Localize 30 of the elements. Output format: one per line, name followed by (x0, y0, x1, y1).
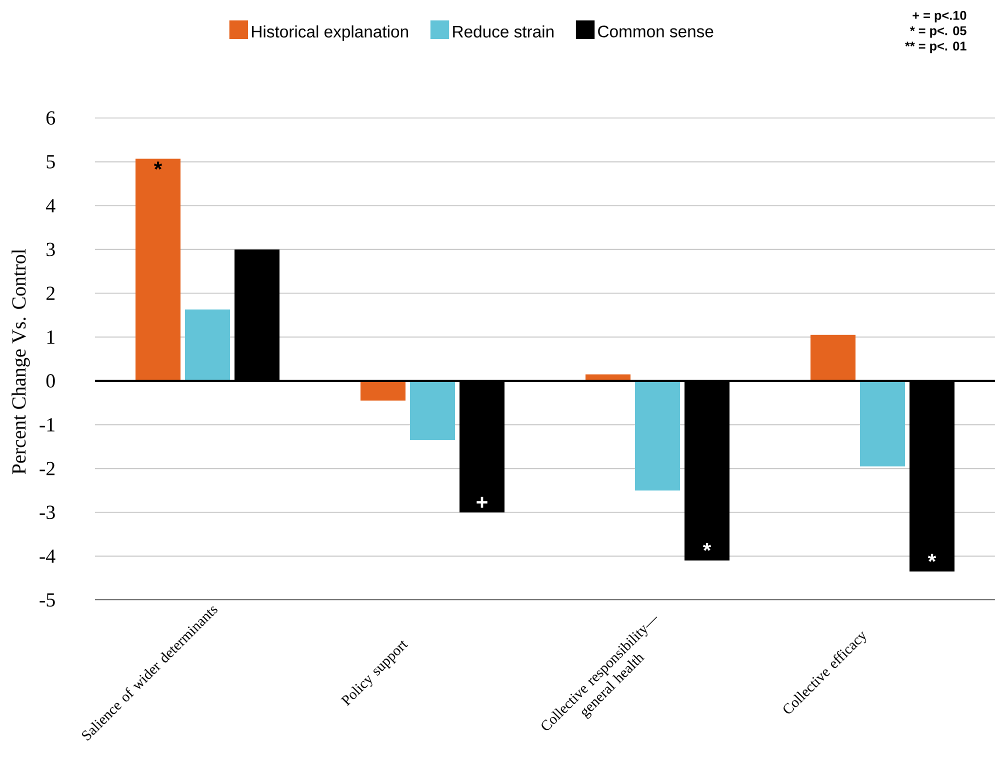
y-tick-label: -3 (40, 506, 55, 520)
legend-label: Historical explanation (252, 25, 408, 41)
legend-label: Common sense (598, 26, 714, 38)
data-label: * (154, 162, 162, 170)
y-tick-label: 2 (46, 286, 55, 300)
legend-label: Reduce strain (453, 25, 554, 38)
bar (360, 380, 406, 401)
y-tick-label: 4 (46, 199, 56, 212)
y-tick-label: 3 (46, 242, 55, 256)
y-tick-label: -1 (40, 418, 54, 432)
y-tick-label: 0 (46, 374, 55, 388)
bar (185, 309, 230, 381)
bar (635, 380, 680, 490)
text: * = p<. 05 (910, 26, 966, 38)
text: + = p<.10 (912, 10, 966, 22)
bar (810, 334, 856, 381)
y-tick-label: 6 (46, 111, 56, 125)
y-tick-label: 5 (46, 155, 55, 168)
y-tick-label: -4 (40, 550, 56, 563)
y-axis-title: Percent Change Vs. Control (12, 249, 30, 474)
text: ** = p<. 01 (905, 42, 966, 54)
data-label: * (702, 542, 712, 551)
y-tick-label: -5 (40, 593, 55, 607)
bar (410, 380, 456, 440)
data-label: + (476, 496, 488, 508)
data-label: * (928, 554, 936, 562)
bar (860, 380, 906, 466)
y-tick-label: -2 (40, 462, 55, 476)
y-tick-label: 1 (47, 330, 54, 344)
bar (136, 158, 181, 381)
